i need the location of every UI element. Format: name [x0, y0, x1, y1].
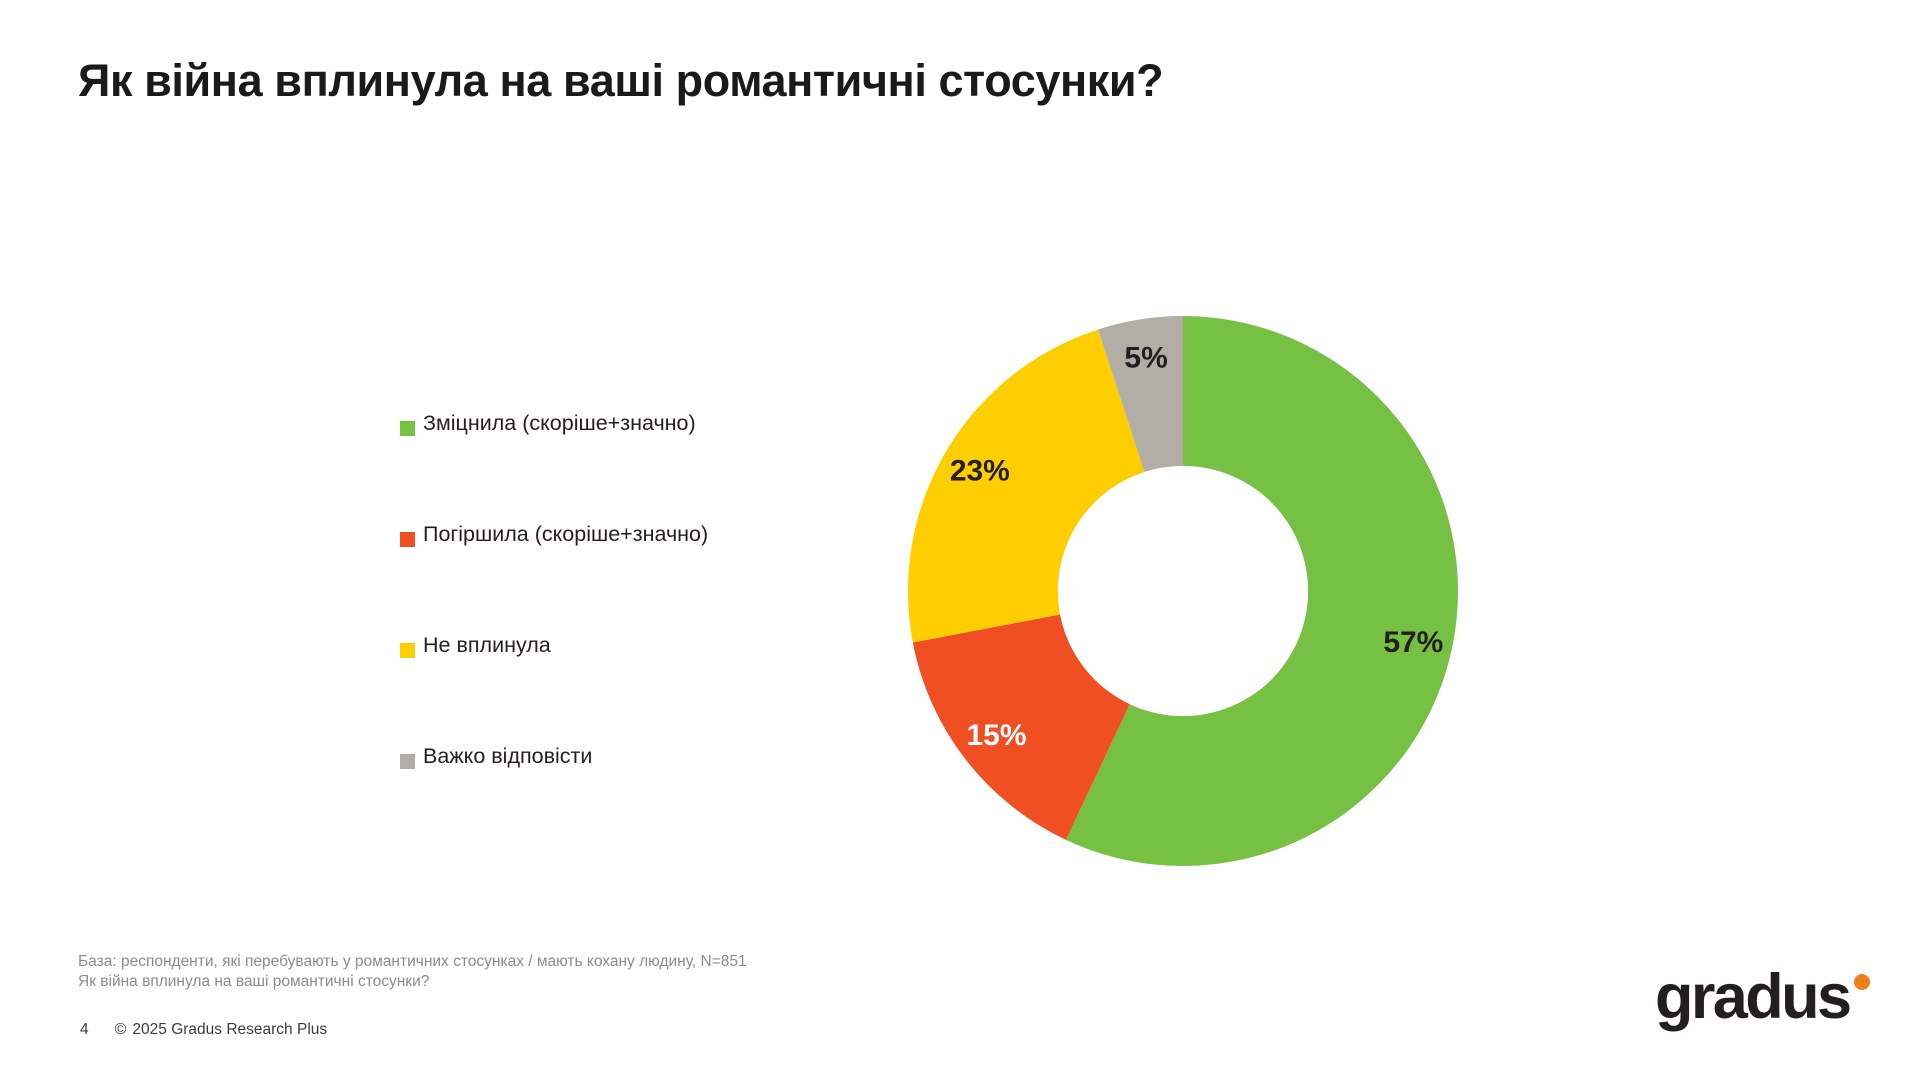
donut-slice-labels: 57% 15% 23% 5%	[950, 341, 1444, 752]
copyright-text: 2025 Gradus Research Plus	[132, 1021, 328, 1038]
donut-slices	[908, 316, 1458, 866]
page-number: 4	[80, 1021, 89, 1038]
donut-slice[interactable]	[1065, 316, 1458, 866]
copyright-icon: ©	[114, 1021, 127, 1038]
donut-slice-label: 15%	[966, 719, 1026, 752]
donut-slice[interactable]	[1098, 316, 1183, 472]
legend-swatch-red	[400, 532, 415, 547]
donut-chart: 57% 15% 23% 5%	[905, 313, 1461, 869]
slide-footer: 4 © 2025 Gradus Research Plus	[80, 1021, 327, 1039]
chart-legend: Зміцнила (скоріше+значно) Погіршила (ско…	[400, 410, 830, 854]
legend-item-strengthened[interactable]: Зміцнила (скоріше+значно)	[400, 410, 830, 521]
donut-slice-label: 23%	[950, 454, 1010, 487]
legend-swatch-gray	[400, 754, 415, 769]
donut-slice[interactable]	[912, 614, 1130, 840]
legend-swatch-green	[400, 421, 415, 436]
donut-slice[interactable]	[908, 329, 1145, 643]
legend-item-label: Важко відповісти	[423, 744, 593, 768]
footnote-question-line: Як війна вплинула на ваші романтичні сто…	[78, 973, 430, 991]
chart-footnote: База: респонденти, які перебувають у ром…	[78, 952, 747, 993]
footnote-base-line: База: респонденти, які перебувають у ром…	[78, 953, 747, 970]
page-title: Як війна вплинула на ваші романтичні сто…	[78, 55, 1164, 106]
legend-item-no-effect[interactable]: Не вплинула	[400, 632, 830, 743]
legend-item-label: Зміцнила (скоріше+значно)	[423, 411, 696, 435]
legend-item-hard-to-answer[interactable]: Важко відповісти	[400, 743, 830, 854]
donut-slice-label: 5%	[1124, 341, 1167, 374]
donut-slice-label: 57%	[1383, 626, 1443, 659]
brand-dot-icon	[1854, 974, 1871, 990]
legend-item-worsened[interactable]: Погіршила (скоріше+значно)	[400, 521, 830, 632]
legend-swatch-yellow	[400, 643, 415, 658]
legend-item-label: Погіршила (скоріше+значно)	[423, 522, 709, 546]
legend-item-label: Не вплинула	[423, 633, 551, 657]
brand-wordmark: gradus	[1655, 962, 1852, 1032]
gradus-logo: gradus	[1655, 962, 1871, 1032]
